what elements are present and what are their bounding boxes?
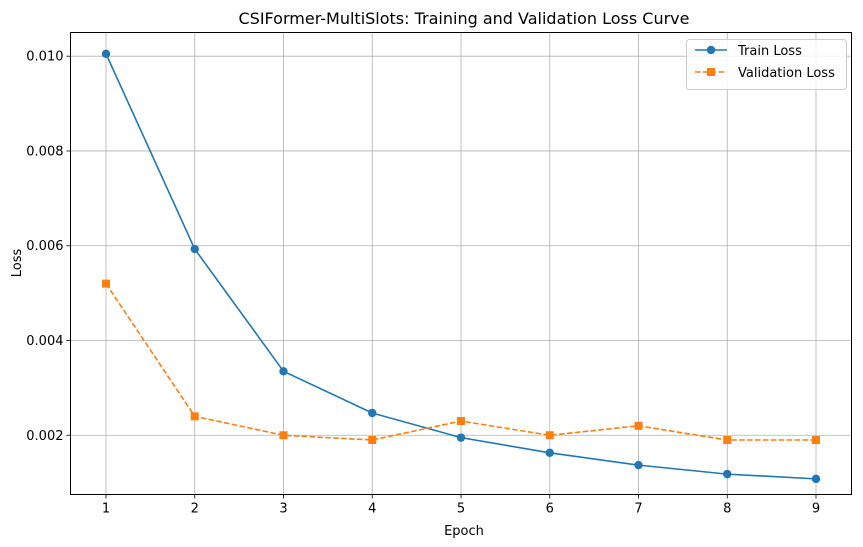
x-tick-label: 2 bbox=[191, 502, 199, 517]
x-tick-label: 9 bbox=[812, 502, 820, 517]
validation-loss-point bbox=[545, 431, 554, 440]
grid bbox=[70, 32, 852, 495]
legend: Train Loss Validation Loss bbox=[686, 39, 847, 90]
axis-ticks: 1 2 3 4 5 6 7 8 9 0.002 0.004 0.006 0.008 0.010 bbox=[26, 50, 820, 517]
chart-title: CSIFormer-MultiSlots: Training and Valid… bbox=[239, 9, 690, 28]
validation-loss-point bbox=[812, 436, 820, 445]
plot-frame bbox=[70, 32, 852, 495]
train-loss-point bbox=[456, 433, 466, 442]
validation-loss-point bbox=[634, 421, 643, 430]
x-tick-label: 6 bbox=[546, 502, 554, 517]
validation-loss-point bbox=[457, 417, 465, 426]
legend-label-train: Train Loss bbox=[737, 44, 802, 59]
legend-marker-train bbox=[706, 45, 716, 55]
x-tick-label: 1 bbox=[102, 502, 110, 517]
train-loss-point bbox=[279, 367, 288, 376]
y-tick-label: 0.004 bbox=[26, 334, 63, 349]
validation-loss-point bbox=[723, 436, 732, 445]
train-loss-point bbox=[634, 460, 643, 470]
legend-marker-validation bbox=[707, 68, 715, 76]
legend-label-validation: Validation Loss bbox=[738, 66, 835, 81]
y-axis-label: Loss bbox=[10, 249, 25, 278]
x-tick-label: 4 bbox=[368, 502, 376, 517]
x-tick-label: 7 bbox=[634, 502, 642, 517]
validation-loss-point bbox=[190, 412, 199, 421]
validation-loss-point bbox=[368, 436, 377, 445]
train-loss-point bbox=[811, 474, 821, 484]
x-axis-label: Epoch bbox=[444, 524, 484, 539]
x-tick-label: 5 bbox=[457, 502, 465, 517]
train-loss-point bbox=[723, 469, 732, 479]
validation-loss-point bbox=[102, 279, 110, 288]
x-tick-label: 3 bbox=[279, 502, 287, 517]
x-tick-label: 8 bbox=[723, 502, 731, 517]
y-tick-label: 0.010 bbox=[26, 50, 63, 65]
validation-loss-point bbox=[279, 431, 288, 440]
train-loss-point bbox=[190, 244, 199, 254]
legend-frame bbox=[686, 39, 847, 90]
train-loss-point bbox=[545, 448, 554, 458]
train-loss-point bbox=[101, 49, 111, 59]
y-tick-label: 0.002 bbox=[26, 429, 63, 444]
series-layer bbox=[101, 49, 821, 484]
y-tick-label: 0.006 bbox=[26, 239, 63, 254]
train-loss-point bbox=[368, 408, 377, 418]
y-tick-label: 0.008 bbox=[26, 144, 63, 159]
